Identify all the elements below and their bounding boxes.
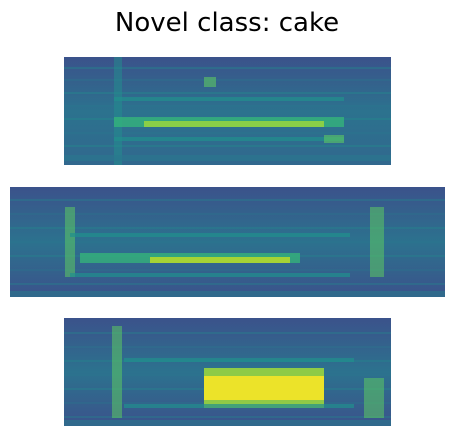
spectrogram-3: [64, 318, 391, 426]
spectrogram-1-image: [64, 57, 391, 165]
spectrogram-2: [10, 187, 445, 297]
spectrogram-1: [64, 57, 391, 165]
figure-title: Novel class: cake: [114, 8, 340, 38]
spectrogram-2-image: [10, 187, 445, 297]
spectrogram-3-image: [64, 318, 391, 426]
